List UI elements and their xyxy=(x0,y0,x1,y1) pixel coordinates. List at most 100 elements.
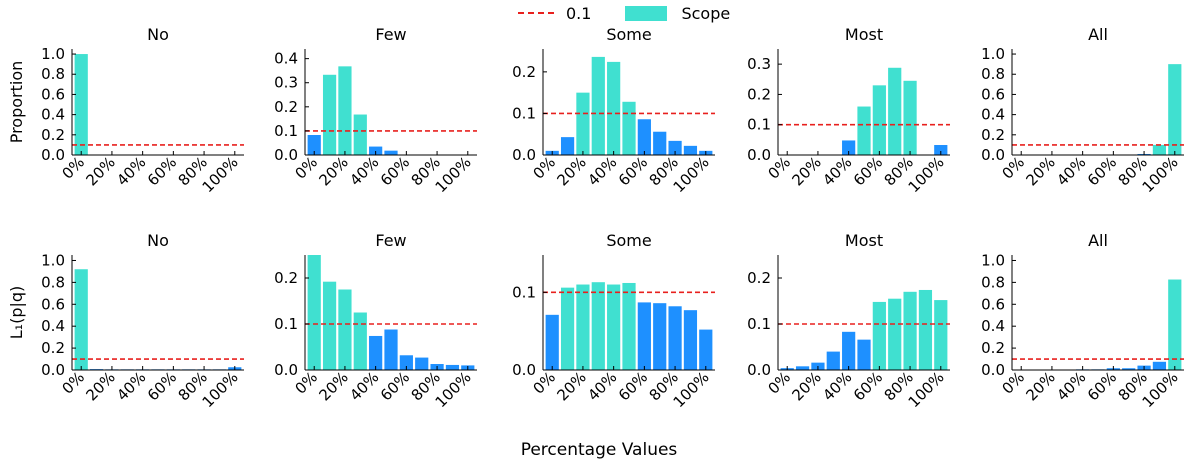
bar xyxy=(322,281,337,370)
bar xyxy=(322,74,337,155)
x-tick-label: 60% xyxy=(144,368,180,404)
x-tick-label: 60% xyxy=(377,153,413,189)
y-tick-label: 0.0 xyxy=(981,361,1005,379)
y-tick-label: 0.0 xyxy=(512,146,536,164)
subplot-title: All xyxy=(1088,231,1108,250)
y-tick-label: 0.2 xyxy=(747,269,771,287)
y-tick-label: 0.2 xyxy=(274,98,298,116)
subplot-title: Some xyxy=(606,231,651,250)
x-tick-label: 100% xyxy=(905,153,948,196)
subplot-title: Most xyxy=(845,25,883,44)
y-tick-label: 0.4 xyxy=(41,317,65,335)
subplot-most-1: 0.00.10.20%20%40%60%80%100%Most xyxy=(747,231,950,411)
bar xyxy=(653,131,667,155)
y-tick-label: 0.0 xyxy=(747,361,771,379)
bar xyxy=(607,284,621,370)
legend-label-scope: Scope xyxy=(681,3,731,23)
bar xyxy=(369,146,383,155)
y-tick-label: 0.6 xyxy=(41,85,65,103)
x-tick-label: 100% xyxy=(199,368,242,411)
bar xyxy=(384,150,398,155)
x-tick-label: 20% xyxy=(553,368,589,404)
x-tick-label: 40% xyxy=(346,153,382,189)
x-tick-label: 20% xyxy=(788,153,824,189)
bar xyxy=(369,335,383,370)
bar xyxy=(1152,361,1167,370)
legend-label-reference: 0.1 xyxy=(566,3,592,23)
y-tick-label: 0.0 xyxy=(41,146,65,164)
y-tick-label: 0.1 xyxy=(747,116,771,134)
bar xyxy=(399,355,413,370)
subplot-title: Some xyxy=(606,25,651,44)
y-tick-label: 0.8 xyxy=(41,65,65,83)
bar xyxy=(1168,64,1182,155)
x-tick-label: 60% xyxy=(1084,368,1120,404)
y-tick-label: 0.2 xyxy=(981,339,1005,357)
x-tick-label: 100% xyxy=(905,368,948,411)
y-axis-label: L₁(p|q) xyxy=(7,286,26,340)
x-tick-label: 100% xyxy=(432,153,475,196)
bar xyxy=(560,137,575,155)
legend-scope-swatch xyxy=(625,5,668,21)
x-tick-label: 100% xyxy=(670,368,713,411)
bar xyxy=(622,282,636,370)
x-tick-label: 40% xyxy=(113,153,149,189)
legend: 0.1 Scope xyxy=(518,2,764,24)
bar xyxy=(576,92,590,155)
bar xyxy=(1122,368,1136,370)
x-tick-label: 20% xyxy=(82,368,118,404)
y-tick-label: 0.1 xyxy=(512,104,536,122)
subplot-some-0: 0.00.10.20%20%40%60%80%100%Some xyxy=(512,25,715,196)
y-tick-label: 1.0 xyxy=(981,45,1005,63)
y-tick-label: 0.1 xyxy=(274,122,298,140)
bar xyxy=(1168,279,1182,370)
bar xyxy=(576,284,590,370)
x-tick-label: 20% xyxy=(82,153,118,189)
bar xyxy=(384,329,398,370)
x-tick-label: 40% xyxy=(819,368,855,404)
y-tick-label: 0.0 xyxy=(981,146,1005,164)
x-tick-label: 100% xyxy=(1139,153,1182,196)
bar xyxy=(668,140,682,155)
bar xyxy=(545,314,559,370)
bar xyxy=(1152,144,1167,155)
subplot-some-1: 0.00.10%20%40%60%80%100%Some xyxy=(512,231,715,411)
bar xyxy=(842,140,856,155)
bar xyxy=(591,282,605,370)
x-tick-label: 60% xyxy=(850,368,886,404)
bar xyxy=(857,106,871,155)
y-tick-label: 0.4 xyxy=(41,106,65,124)
y-tick-label: 0.0 xyxy=(747,146,771,164)
bar xyxy=(683,145,698,155)
x-tick-label: 60% xyxy=(850,153,886,189)
bar xyxy=(888,67,902,155)
bar xyxy=(353,114,367,155)
x-tick-label: 60% xyxy=(144,153,180,189)
y-tick-label: 1.0 xyxy=(41,45,65,63)
subplot-title: All xyxy=(1088,25,1108,44)
y-tick-label: 0.4 xyxy=(274,50,298,68)
x-tick-label: 40% xyxy=(819,153,855,189)
y-tick-label: 0.2 xyxy=(274,269,298,287)
y-tick-label: 0.6 xyxy=(981,85,1005,103)
y-tick-label: 1.0 xyxy=(981,251,1005,269)
x-tick-label: 20% xyxy=(315,368,351,404)
y-axis-label: Proportion xyxy=(7,61,26,144)
x-tick-label: 20% xyxy=(315,153,351,189)
y-tick-label: 0.6 xyxy=(41,295,65,313)
subplot-few-0: 0.00.10.20.30.40%20%40%60%80%100%Few xyxy=(274,25,477,196)
legend-dashed-line-swatch xyxy=(518,12,554,14)
x-tick-label: 100% xyxy=(199,153,242,196)
x-tick-label: 60% xyxy=(1084,153,1120,189)
x-tick-label: 40% xyxy=(1053,368,1089,404)
y-tick-label: 0.6 xyxy=(981,295,1005,313)
subplot-all-1: 0.00.20.40.60.81.00%20%40%60%80%100%All xyxy=(981,231,1184,411)
bar xyxy=(683,310,698,370)
bar xyxy=(826,351,840,370)
bar xyxy=(699,329,713,370)
y-tick-label: 0.8 xyxy=(41,273,65,291)
legend-item-scope: Scope xyxy=(625,4,730,23)
x-tick-label: 100% xyxy=(1139,368,1182,411)
y-tick-label: 0.0 xyxy=(274,146,298,164)
bar xyxy=(653,303,667,370)
